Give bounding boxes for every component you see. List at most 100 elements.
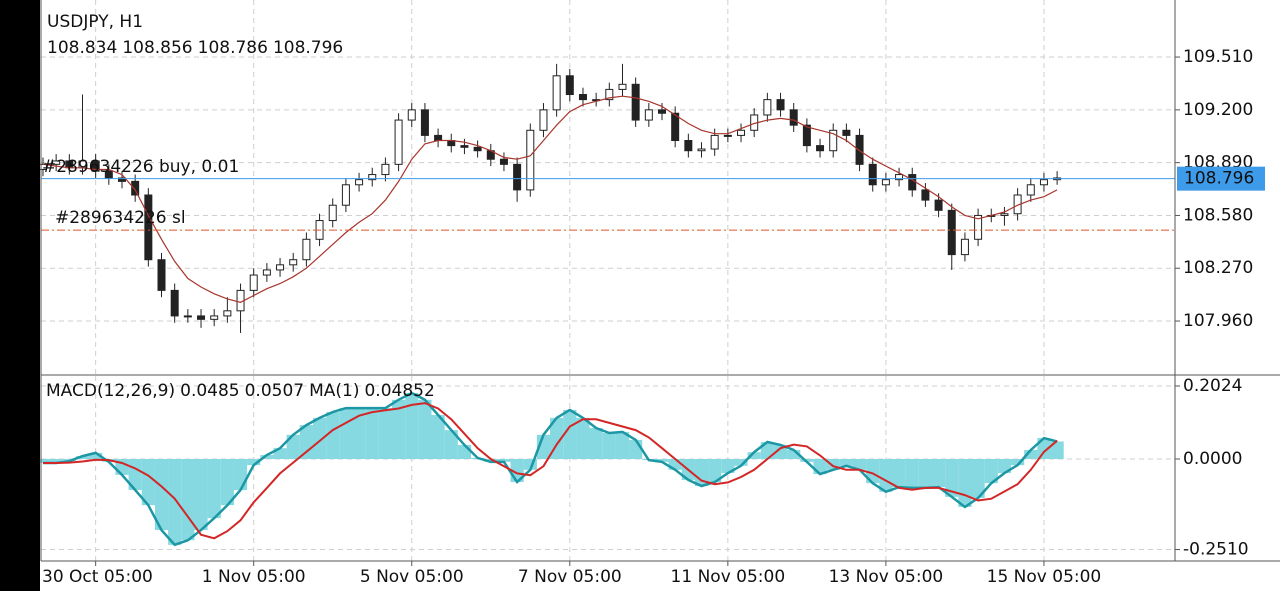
x-tick-label: 7 Nov 05:00 <box>518 567 622 587</box>
candle-body <box>644 109 653 121</box>
histogram-bar <box>576 417 590 459</box>
y-tick-label: 0.2024 <box>1183 376 1242 396</box>
candle-body <box>170 289 179 317</box>
histogram-bar <box>694 458 709 487</box>
histogram-bar <box>1037 438 1051 459</box>
signal-line <box>43 402 1058 540</box>
histogram-bar <box>286 434 300 459</box>
candle-body <box>104 170 113 179</box>
candle-body <box>618 83 627 90</box>
candle-body <box>118 177 126 182</box>
candle-body <box>473 146 482 152</box>
ohlc-close: 108.796 <box>273 38 343 58</box>
histogram-bar <box>312 417 327 459</box>
candle-body <box>249 274 258 291</box>
histogram-bar <box>299 425 313 459</box>
histogram-bar <box>457 444 472 459</box>
histogram-bar <box>405 392 419 459</box>
y-tick-label: -0.2510 <box>1183 540 1249 560</box>
candle-body <box>276 264 285 271</box>
candle-body <box>157 259 166 291</box>
histogram-bar <box>958 458 972 507</box>
histogram-bar <box>1050 441 1064 459</box>
histogram-bar <box>918 458 933 488</box>
histogram-bar <box>866 458 880 484</box>
candle-body <box>908 174 917 191</box>
histogram-bar <box>905 458 919 488</box>
ohlc-open: 108.834 <box>47 38 117 58</box>
candle-body <box>420 109 429 136</box>
histogram-bar <box>945 458 959 497</box>
histogram-bar <box>523 458 537 470</box>
ohlc-low: 108.786 <box>198 38 268 58</box>
histogram-bar <box>892 458 906 488</box>
bid-price-label: 108.796 <box>1184 169 1254 189</box>
y-tick-label: 0.0000 <box>1183 449 1242 469</box>
x-tick-label: 30 Oct 05:00 <box>42 567 153 587</box>
macd-line <box>43 391 1058 547</box>
candle-body <box>737 129 746 136</box>
histogram-bar <box>773 444 788 459</box>
histogram-bar <box>207 458 221 519</box>
histogram-bar <box>326 412 340 459</box>
candle-body <box>868 163 877 186</box>
candle-body <box>842 129 851 136</box>
histogram-bar <box>352 408 366 459</box>
histogram-bar <box>339 408 353 459</box>
candle-body <box>960 238 969 256</box>
histogram-bar <box>615 431 630 459</box>
histogram-bar <box>194 458 208 531</box>
candle-body <box>460 145 469 148</box>
candle-body <box>407 109 416 121</box>
histogram-bar <box>141 458 155 506</box>
macd-ma-value: 0.04852 <box>364 381 434 401</box>
order-label: #289634226 buy, 0.01 <box>42 157 239 177</box>
candle-body <box>974 214 983 240</box>
candle-body <box>671 112 680 142</box>
candle-body <box>394 119 403 165</box>
histogram-bar <box>75 456 90 459</box>
candle-body <box>262 269 271 276</box>
y-tick-label: 109.200 <box>1183 100 1253 120</box>
histogram-bar <box>997 458 1012 474</box>
candle-body <box>723 134 732 137</box>
histogram-bar <box>378 408 393 459</box>
symbol-title: USDJPY, H1 <box>47 12 143 32</box>
candle-body <box>526 129 535 191</box>
histogram-bar <box>760 442 774 459</box>
candle-body <box>355 179 364 186</box>
histogram-bar <box>247 458 261 466</box>
candle-body <box>183 315 192 318</box>
x-tick-label: 15 Nov 05:00 <box>987 567 1102 587</box>
histogram-bar <box>826 458 840 470</box>
candle-body <box>144 194 153 261</box>
candle-body <box>829 129 838 152</box>
y-tick-label: 108.270 <box>1183 258 1253 278</box>
order-label: #289634226 sl <box>55 208 186 228</box>
histogram-bar <box>168 458 182 545</box>
x-tick-label: 11 Nov 05:00 <box>671 567 786 587</box>
histogram-bar <box>1024 449 1038 459</box>
candle-body <box>934 199 943 211</box>
histogram-bar <box>721 458 735 474</box>
x-tick-label: 1 Nov 05:00 <box>202 567 306 587</box>
candle-body <box>513 163 522 191</box>
x-tick-label: 13 Nov 05:00 <box>829 567 944 587</box>
candle-body <box>921 189 930 201</box>
histogram-bar <box>852 458 867 470</box>
histogram-bar <box>589 427 603 459</box>
candle-body <box>763 99 772 116</box>
candle-body <box>434 134 443 142</box>
candle-body <box>565 75 574 96</box>
candle-body <box>802 124 811 147</box>
histogram-bar <box>89 452 103 459</box>
candle-body <box>131 180 140 196</box>
candle-body <box>368 174 377 181</box>
histogram-bar <box>273 448 287 459</box>
candle-body <box>631 83 640 121</box>
histogram-bar <box>655 458 669 462</box>
macd-signal-value: 0.0507 <box>245 381 304 401</box>
candle-body <box>710 134 719 150</box>
histogram-bar <box>839 458 853 466</box>
